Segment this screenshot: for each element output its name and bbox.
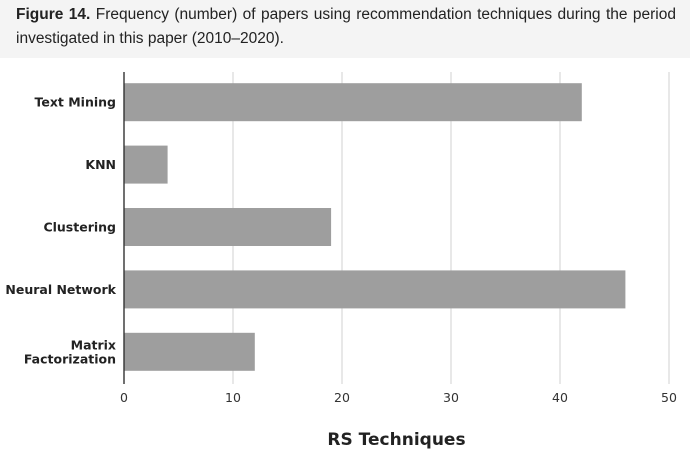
bar [124, 332, 255, 371]
x-tick-label: 30 [443, 390, 459, 405]
x-tick-label: 10 [225, 390, 241, 405]
category-label: Neural Network [5, 282, 116, 297]
x-tick-label: 40 [552, 390, 568, 405]
bar [124, 208, 332, 246]
x-axis-title: RS Techniques [327, 430, 465, 450]
caption-box: Figure 14. Frequency (number) of papers … [0, 0, 690, 58]
category-label: Text Mining [35, 95, 117, 110]
category-label: Matrix Factorization [24, 337, 116, 366]
bar [124, 83, 582, 122]
x-tick-label: 0 [120, 390, 128, 405]
bar [124, 145, 168, 184]
figure-caption: Figure 14. Frequency (number) of papers … [16, 3, 676, 51]
figure-label: Figure 14. [16, 6, 91, 23]
category-label: KNN [85, 157, 116, 172]
x-tick-label: 20 [334, 390, 350, 405]
caption-text: Frequency (number) of papers using recom… [16, 6, 676, 47]
bar [124, 270, 626, 309]
x-tick-label: 50 [661, 390, 677, 405]
category-label: Clustering [43, 220, 116, 235]
